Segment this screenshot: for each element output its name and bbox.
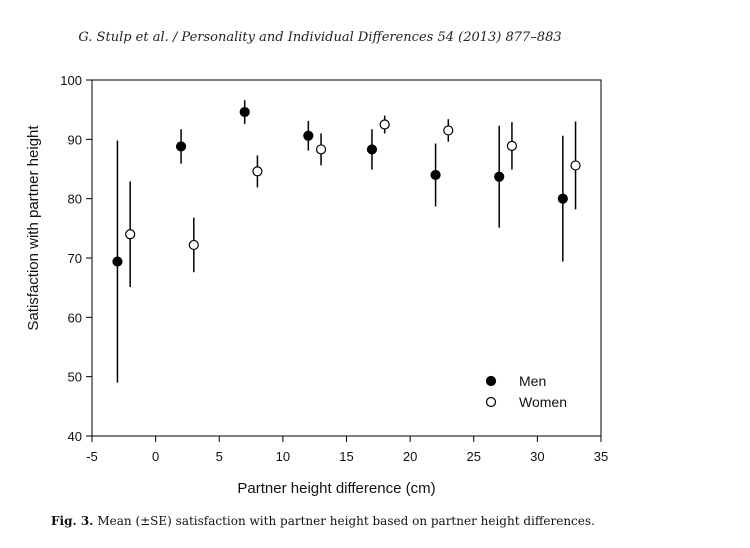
legend: Men Women xyxy=(485,373,567,410)
data-point-women xyxy=(443,125,454,136)
x-tick-label: 20 xyxy=(403,449,417,464)
data-point-women xyxy=(252,166,263,177)
y-axis-label: Satisfaction with partner height xyxy=(25,125,42,331)
legend-label-women: Women xyxy=(519,394,567,410)
data-point-women xyxy=(125,229,136,240)
data-point-men xyxy=(557,193,568,204)
x-tick-label: 30 xyxy=(530,449,544,464)
y-tick-label: 100 xyxy=(60,73,82,88)
y-tick-label: 70 xyxy=(68,251,82,266)
journal-header: G. Stulp et al. / Personality and Indivi… xyxy=(78,30,562,45)
caption-label: Fig. 3. xyxy=(51,514,94,528)
data-point-men xyxy=(175,141,187,152)
figure-caption: Fig. 3. Mean (±SE) satisfaction with part… xyxy=(51,514,595,528)
x-tick-label: 5 xyxy=(216,449,223,464)
legend-marker-women xyxy=(485,396,497,408)
data-point-women xyxy=(506,140,518,151)
data-point-women xyxy=(570,160,581,171)
x-tick-label: 35 xyxy=(594,449,608,464)
x-tick-label: 15 xyxy=(339,449,353,464)
x-tick-label: -5 xyxy=(86,449,98,464)
data-point-women xyxy=(379,119,390,130)
axes: -5 0 5 10 15 20 25 30 35 40 50 60 70 80 90 100 Partner h… xyxy=(25,73,608,497)
data-point-men xyxy=(430,169,441,181)
y-tick-label: 90 xyxy=(68,132,82,147)
data-point-men xyxy=(366,144,378,155)
legend-marker-men xyxy=(485,375,497,387)
data-marks xyxy=(112,100,581,383)
y-tick-label: 50 xyxy=(68,370,82,385)
caption-text: Mean (±SE) satisfaction with partner hei… xyxy=(97,514,595,528)
data-point-women xyxy=(315,144,327,155)
legend-label-men: Men xyxy=(519,373,546,389)
x-tick-label: 10 xyxy=(276,449,290,464)
data-point-men xyxy=(494,171,505,182)
x-tick-label: 0 xyxy=(152,449,159,464)
data-point-women xyxy=(188,239,199,251)
data-point-men xyxy=(303,130,314,141)
data-point-men xyxy=(239,106,250,118)
data-point-men xyxy=(112,256,123,267)
y-tick-label: 40 xyxy=(68,429,82,444)
y-tick-label: 60 xyxy=(68,310,82,325)
x-axis-label: Partner height difference (cm) xyxy=(237,480,435,497)
y-tick-label: 80 xyxy=(68,192,82,207)
x-tick-label: 25 xyxy=(467,449,481,464)
